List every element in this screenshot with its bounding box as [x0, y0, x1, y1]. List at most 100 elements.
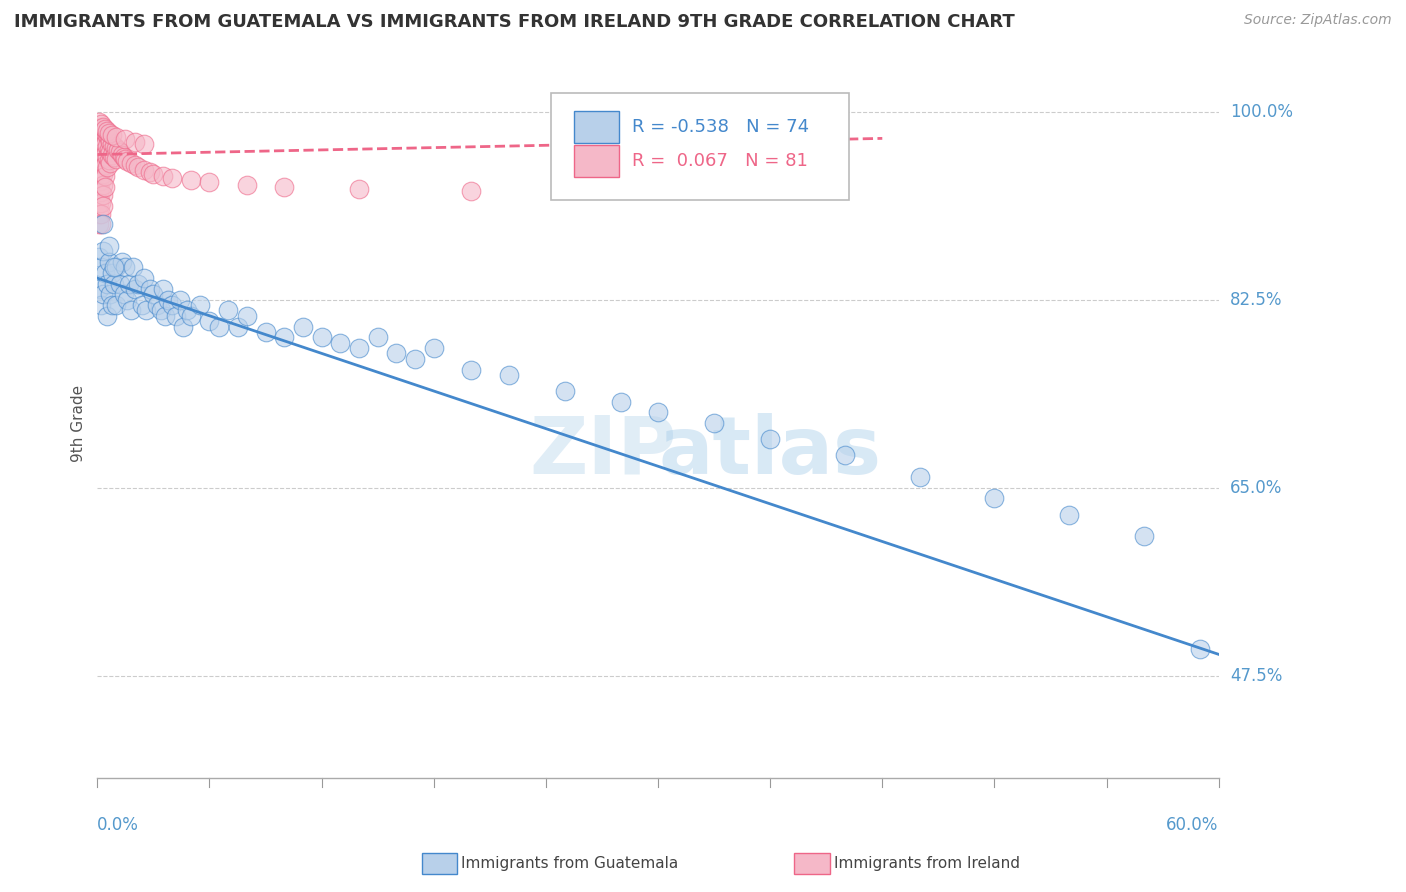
Point: [176, 303, 198, 318]
Point: [101, 266, 124, 280]
Point: [254, 325, 277, 339]
Point: [103, 277, 125, 291]
Point: [165, 309, 187, 323]
Point: [132, 136, 155, 151]
Point: [101, 147, 124, 161]
Point: [90, 163, 112, 178]
Point: [236, 178, 259, 192]
Point: [132, 162, 155, 177]
Point: [404, 351, 426, 366]
Point: [94, 121, 117, 136]
Point: [97, 255, 120, 269]
Point: [127, 161, 149, 175]
Point: [97, 153, 120, 167]
Point: [91, 145, 114, 160]
Point: [983, 491, 1005, 506]
Text: 65.0%: 65.0%: [1230, 479, 1282, 497]
Point: [91, 178, 114, 192]
Point: [172, 319, 194, 334]
Text: 100.0%: 100.0%: [1230, 103, 1294, 120]
Point: [91, 199, 114, 213]
Point: [97, 126, 120, 140]
Point: [114, 132, 136, 146]
Point: [138, 282, 160, 296]
Point: [96, 139, 118, 153]
Point: [101, 136, 124, 151]
Point: [105, 298, 128, 312]
Point: [217, 303, 239, 318]
Point: [105, 260, 128, 275]
Text: Immigrants from Guatemala: Immigrants from Guatemala: [461, 856, 679, 871]
Point: [127, 277, 149, 291]
Text: R =  0.067   N = 81: R = 0.067 N = 81: [633, 152, 808, 169]
Point: [94, 147, 117, 161]
Point: [759, 433, 782, 447]
Point: [105, 130, 128, 145]
Point: [367, 330, 389, 344]
Point: [89, 115, 111, 129]
Point: [97, 131, 120, 145]
Point: [94, 179, 117, 194]
Text: 0.0%: 0.0%: [97, 815, 139, 834]
Point: [142, 167, 165, 181]
Point: [91, 218, 114, 232]
Text: Immigrants from Ireland: Immigrants from Ireland: [834, 856, 1019, 871]
Point: [96, 124, 118, 138]
Point: [105, 152, 128, 166]
Point: [198, 314, 221, 328]
Point: [96, 277, 118, 291]
Point: [89, 207, 111, 221]
Point: [160, 298, 183, 312]
Point: [90, 298, 112, 312]
Point: [273, 179, 295, 194]
Point: [89, 185, 111, 199]
Point: [90, 153, 112, 167]
Point: [329, 335, 352, 350]
Point: [89, 142, 111, 156]
FancyBboxPatch shape: [574, 145, 619, 177]
Point: [89, 120, 111, 135]
Point: [101, 128, 124, 143]
Point: [609, 394, 631, 409]
Point: [114, 260, 136, 275]
Point: [96, 128, 118, 143]
Text: 47.5%: 47.5%: [1230, 667, 1282, 685]
Point: [291, 319, 314, 334]
Point: [152, 282, 174, 296]
Point: [132, 271, 155, 285]
Point: [124, 135, 146, 149]
Point: [460, 362, 482, 376]
Point: [90, 185, 112, 199]
Point: [460, 184, 482, 198]
Point: [91, 124, 114, 138]
Point: [120, 156, 142, 170]
Point: [198, 176, 221, 190]
Point: [107, 143, 129, 157]
Point: [121, 260, 143, 275]
Point: [103, 150, 125, 164]
Point: [124, 158, 146, 172]
Point: [834, 449, 856, 463]
Point: [90, 207, 112, 221]
Point: [142, 287, 165, 301]
Point: [908, 470, 931, 484]
Text: 60.0%: 60.0%: [1167, 815, 1219, 834]
Point: [90, 218, 112, 232]
Point: [90, 131, 112, 145]
Point: [226, 319, 249, 334]
Point: [169, 293, 191, 307]
Text: ZIP: ZIP: [529, 413, 676, 491]
Point: [118, 277, 141, 291]
Y-axis label: 9th Grade: 9th Grade: [72, 384, 86, 462]
Point: [90, 260, 112, 275]
Point: [208, 319, 231, 334]
Point: [114, 152, 136, 166]
Point: [91, 244, 114, 259]
Point: [347, 341, 370, 355]
Point: [90, 142, 112, 156]
Point: [149, 303, 172, 318]
Point: [94, 158, 117, 172]
Point: [94, 126, 117, 140]
Point: [90, 120, 112, 135]
Point: [112, 150, 135, 164]
